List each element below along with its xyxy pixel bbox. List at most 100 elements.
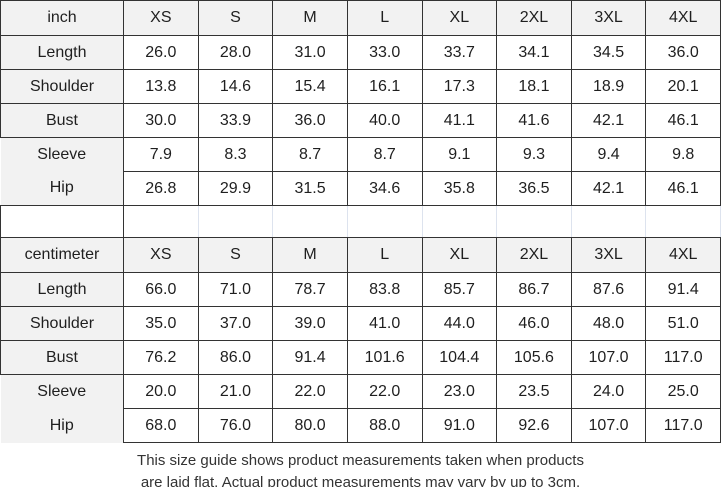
spacer-cell	[197, 205, 274, 238]
unit-label: inch	[0, 0, 124, 36]
measurement-value-cell: 36.0	[272, 103, 348, 138]
measurement-value-cell: 33.0	[346, 35, 423, 70]
measurement-value-cell: 101.6	[346, 340, 423, 375]
measurement-value-cell: 117.0	[645, 408, 721, 443]
size-column-header: XL	[421, 0, 498, 36]
measurement-value-cell: 16.1	[346, 69, 423, 104]
measurement-value-cell: 24.0	[570, 374, 647, 409]
measurement-value-cell: 23.5	[496, 374, 572, 409]
measurement-row: Shoulder 35.0 37.0 39.0 41.0 44.0 46.0 48.0 51.0	[0, 306, 721, 341]
measurement-value-cell: 42.1	[570, 103, 647, 138]
measurement-value-cell: 37.0	[197, 306, 274, 341]
measurement-value-cell: 117.0	[645, 340, 721, 375]
measurement-row: Length 66.0 71.0 78.7 83.8 85.7 86.7 87.6 91.4	[0, 272, 721, 307]
measurement-row: Sleeve 20.0 21.0 22.0 22.0 23.0 23.5 24.0 25.0	[0, 374, 721, 409]
measurement-value-cell: 86.0	[197, 340, 274, 375]
measurement-value-cell: 85.7	[421, 272, 498, 307]
measurement-value-cell: 91.4	[645, 272, 721, 307]
measurement-value-cell: 26.0	[123, 35, 199, 70]
measurement-value-cell: 76.2	[123, 340, 199, 375]
spacer-cell	[123, 205, 199, 238]
measurement-value-cell: 28.0	[197, 35, 274, 70]
size-column-header: L	[346, 0, 423, 36]
size-column-header: 3XL	[570, 0, 647, 36]
measurement-value-cell: 46.1	[645, 103, 721, 138]
measurement-row-label: Shoulder	[0, 69, 124, 104]
size-chart-table: inch XS S M L XL 2XL 3XL 4XL Length 26.0 28.0 31.0 33…	[0, 0, 721, 443]
measurement-value-cell: 21.0	[197, 374, 274, 409]
measurement-row-label: Bust	[0, 103, 124, 138]
measurement-value-cell: 41.6	[496, 103, 572, 138]
measurement-value-cell: 36.0	[645, 35, 721, 70]
size-guide-note-line-1: This size guide shows product measuremen…	[137, 452, 584, 469]
measurement-value-cell: 20.1	[645, 69, 721, 104]
measurement-value-cell: 34.1	[496, 35, 572, 70]
measurement-value-cell: 71.0	[197, 272, 274, 307]
measurement-value-cell: 107.0	[570, 408, 647, 443]
measurement-row-label: Bust	[0, 340, 124, 375]
size-column-header: M	[272, 237, 348, 273]
measurement-value-cell: 35.8	[421, 171, 498, 206]
measurement-value-cell: 25.0	[645, 374, 721, 409]
measurement-value-cell: 36.5	[496, 171, 572, 206]
measurement-value-cell: 17.3	[421, 69, 498, 104]
measurement-row: Bust 76.2 86.0 91.4 101.6 104.4 105.6 107.0 117.…	[0, 340, 721, 375]
measurement-value-cell: 92.6	[496, 408, 572, 443]
spacer-label-cell	[0, 205, 124, 238]
measurement-value-cell: 7.9	[123, 137, 199, 172]
measurement-row-label: Shoulder	[0, 306, 124, 341]
measurement-value-cell: 46.1	[645, 171, 721, 206]
measurement-value-cell: 41.0	[346, 306, 423, 341]
measurement-value-cell: 9.8	[645, 137, 721, 172]
spacer-cell	[346, 205, 423, 238]
measurement-value-cell: 8.3	[197, 137, 274, 172]
spacer-cell	[421, 205, 498, 238]
measurement-value-cell: 29.9	[197, 171, 274, 206]
size-column-header: S	[197, 237, 274, 273]
measurement-value-cell: 86.7	[496, 272, 572, 307]
size-guide-note: This size guide shows product measuremen…	[0, 443, 721, 487]
measurement-value-cell: 34.6	[346, 171, 423, 206]
measurement-value-cell: 42.1	[570, 171, 647, 206]
measurement-value-cell: 40.0	[346, 103, 423, 138]
measurement-row: Shoulder 13.8 14.6 15.4 16.1 17.3 18.1 18.9 20.1	[0, 69, 721, 104]
spacer-row	[0, 205, 721, 238]
measurement-value-cell: 66.0	[123, 272, 199, 307]
measurement-value-cell: 87.6	[570, 272, 647, 307]
size-header-row-centimeter: centimeter XS S M L XL 2XL 3XL 4XL	[0, 237, 721, 273]
measurement-value-cell: 31.0	[272, 35, 348, 70]
measurement-value-cell: 51.0	[645, 306, 721, 341]
spacer-cell	[645, 205, 721, 238]
size-column-header: XL	[421, 237, 498, 273]
measurement-value-cell: 20.0	[123, 374, 199, 409]
measurement-value-cell: 30.0	[123, 103, 199, 138]
measurement-row: Hip 26.8 29.9 31.5 34.6 35.8 36.5 42.1 46.1	[0, 171, 721, 206]
measurement-row-label: Sleeve	[0, 137, 124, 172]
measurement-value-cell: 33.7	[421, 35, 498, 70]
measurement-value-cell: 8.7	[272, 137, 348, 172]
measurement-value-cell: 48.0	[570, 306, 647, 341]
measurement-value-cell: 78.7	[272, 272, 348, 307]
unit-label: centimeter	[0, 237, 124, 273]
measurement-value-cell: 14.6	[197, 69, 274, 104]
measurement-row: Bust 30.0 33.9 36.0 40.0 41.1 41.6 42.1 46.1	[0, 103, 721, 138]
measurement-value-cell: 18.9	[570, 69, 647, 104]
measurement-row: Sleeve 7.9 8.3 8.7 8.7 9.1 9.3 9.4 9.8	[0, 137, 721, 172]
measurement-value-cell: 13.8	[123, 69, 199, 104]
measurement-row: Hip 68.0 76.0 80.0 88.0 91.0 92.6 107.0 117.0	[0, 408, 721, 443]
measurement-value-cell: 18.1	[496, 69, 572, 104]
measurement-value-cell: 91.4	[272, 340, 348, 375]
measurement-row-label: Length	[0, 35, 124, 70]
size-column-header: 2XL	[496, 237, 572, 273]
spacer-cell	[272, 205, 348, 238]
measurement-value-cell: 22.0	[346, 374, 423, 409]
measurement-value-cell: 41.1	[421, 103, 498, 138]
measurement-value-cell: 26.8	[123, 171, 199, 206]
size-column-header: 4XL	[645, 237, 721, 273]
size-column-header: S	[197, 0, 274, 36]
size-column-header: 2XL	[496, 0, 572, 36]
size-column-header: XS	[123, 237, 199, 273]
measurement-value-cell: 104.4	[421, 340, 498, 375]
measurement-value-cell: 44.0	[421, 306, 498, 341]
